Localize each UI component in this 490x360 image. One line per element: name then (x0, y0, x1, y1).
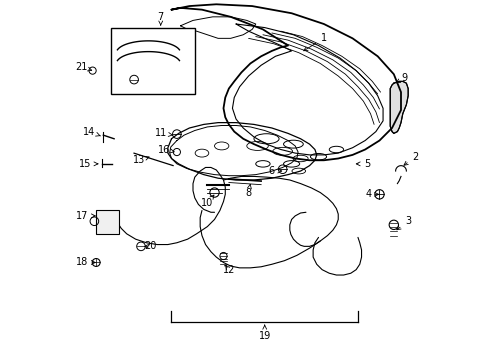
Text: 4: 4 (366, 189, 379, 199)
Text: 5: 5 (356, 159, 370, 169)
Text: 16: 16 (158, 144, 174, 154)
Text: 17: 17 (75, 211, 95, 221)
Text: 21: 21 (75, 62, 92, 72)
Text: 3: 3 (397, 216, 411, 230)
Text: 20: 20 (144, 241, 156, 251)
Bar (96, 211, 120, 234)
Text: 12: 12 (222, 265, 235, 275)
Text: 7: 7 (158, 12, 164, 25)
Polygon shape (390, 81, 408, 134)
Text: 15: 15 (79, 159, 98, 169)
Text: 6: 6 (269, 166, 282, 176)
Bar (111, 28, 195, 94)
Text: 10: 10 (201, 195, 214, 208)
Text: 19: 19 (259, 325, 271, 341)
Text: 9: 9 (396, 73, 408, 83)
Text: 8: 8 (245, 184, 252, 198)
Text: 1: 1 (304, 33, 327, 51)
Text: 18: 18 (76, 257, 95, 267)
Text: 2: 2 (404, 152, 418, 165)
Text: 13: 13 (133, 155, 149, 165)
Text: 11: 11 (155, 129, 172, 138)
Text: 14: 14 (83, 127, 100, 136)
